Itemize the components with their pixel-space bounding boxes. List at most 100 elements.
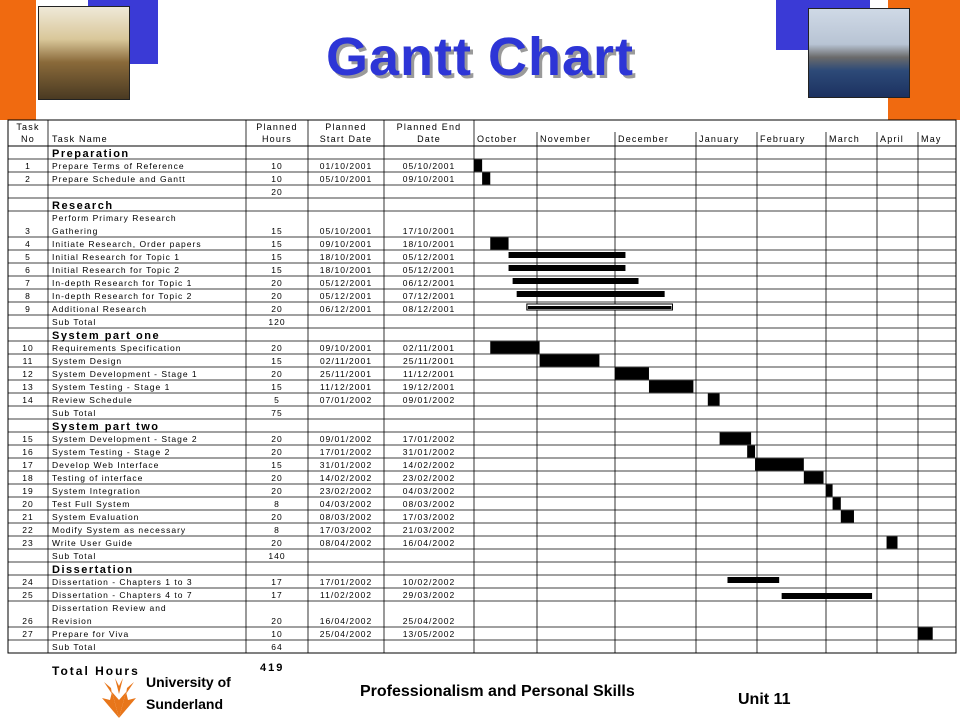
task-name: Perform Primary Research [52, 213, 177, 223]
task-hours: 20 [271, 512, 282, 522]
gantt-bar [747, 445, 756, 458]
task-no: 18 [22, 473, 33, 483]
gantt-bar [755, 458, 804, 471]
task-name: Dissertation - Chapters 4 to 7 [52, 590, 193, 600]
section-label: System part one [52, 330, 160, 342]
task-no: 24 [22, 577, 33, 587]
gantt-bar [826, 484, 833, 497]
gantt-bar [482, 172, 491, 185]
task-end: 08/12/2001 [403, 304, 456, 314]
task-no: 5 [25, 252, 31, 262]
task-hours: 15 [271, 239, 282, 249]
task-end: 11/12/2001 [403, 369, 455, 379]
task-name: System Testing - Stage 1 [52, 382, 170, 392]
header-start: Start Date [320, 134, 373, 144]
task-start: 07/01/2002 [320, 395, 373, 405]
header-end: Planned End [397, 122, 462, 132]
header-start: Planned [325, 122, 366, 132]
task-end: 09/01/2002 [403, 395, 456, 405]
task-hours: 20 [271, 343, 282, 353]
gantt-bar [516, 291, 665, 297]
task-end: 05/12/2001 [403, 265, 456, 275]
task-hours: 20 [271, 278, 282, 288]
task-start: 06/12/2001 [320, 304, 373, 314]
task-name: System Development - Stage 1 [52, 369, 198, 379]
university-name-line2: Sunderland [146, 696, 224, 712]
task-start: 05/10/2001 [320, 174, 373, 184]
gantt-bar [490, 341, 540, 354]
course-title: Professionalism and Personal Skills [360, 683, 635, 700]
task-hours: 10 [271, 174, 282, 184]
task-no: 25 [22, 590, 33, 600]
subtotal-hours: 64 [271, 642, 282, 652]
subtotal-hours: 75 [271, 408, 282, 418]
total-hours-value: 419 [260, 662, 285, 674]
task-hours: 8 [274, 499, 280, 509]
gantt-bar [648, 380, 694, 393]
task-name: Review Schedule [52, 395, 133, 405]
task-start: 09/01/2002 [320, 434, 373, 444]
gantt-bar [539, 354, 600, 367]
task-hours: 15 [271, 226, 282, 236]
task-hours: 20 [271, 616, 282, 626]
task-start: 17/01/2002 [320, 577, 373, 587]
task-hours: 20 [271, 538, 282, 548]
task-name: Dissertation Review and [52, 603, 167, 613]
task-start: 04/03/2002 [320, 499, 373, 509]
task-name: Dissertation - Chapters 1 to 3 [52, 577, 193, 587]
task-hours: 15 [271, 356, 282, 366]
task-no: 3 [25, 226, 31, 236]
gantt-bar [781, 593, 873, 599]
gantt-bar [474, 159, 483, 172]
task-no: 17 [22, 460, 33, 470]
task-start: 23/02/2002 [320, 486, 373, 496]
task-name: Requirements Specification [52, 343, 181, 353]
gantt-bar [840, 510, 854, 523]
gantt-bar [512, 278, 639, 284]
university-name-line1: University of [146, 674, 231, 690]
task-name: Testing of interface [52, 473, 143, 483]
task-no: 8 [25, 291, 31, 301]
task-name: Test Full System [52, 499, 130, 509]
task-hours: 15 [271, 252, 282, 262]
gantt-bar [508, 265, 626, 271]
header-hours: Planned [256, 122, 297, 132]
task-name: In-depth Research for Topic 1 [52, 278, 192, 288]
task-start: 17/01/2002 [320, 447, 373, 457]
section-label: Preparation [52, 148, 130, 160]
gantt-bar [918, 627, 933, 640]
task-no: 27 [22, 629, 33, 639]
task-end: 08/03/2002 [403, 499, 456, 509]
task-no: 12 [22, 369, 33, 379]
task-end: 04/03/2002 [403, 486, 456, 496]
task-no: 13 [22, 382, 33, 392]
task-end: 19/12/2001 [403, 382, 456, 392]
task-no: 21 [22, 512, 33, 522]
gantt-bar [886, 536, 898, 549]
task-end: 31/01/2002 [403, 447, 456, 457]
photo-harbour-image [808, 8, 910, 98]
task-no: 20 [22, 499, 33, 509]
task-hours: 5 [274, 395, 280, 405]
task-no: 22 [22, 525, 33, 535]
task-hours: 15 [271, 460, 282, 470]
task-name: Develop Web Interface [52, 460, 159, 470]
task-end: 13/05/2002 [403, 629, 456, 639]
task-name: System Integration [52, 486, 141, 496]
task-end: 14/02/2002 [403, 460, 456, 470]
task-end: 16/04/2002 [403, 538, 456, 548]
task-start: 09/10/2001 [320, 239, 373, 249]
task-end: 17/03/2002 [403, 512, 456, 522]
task-no: 23 [22, 538, 33, 548]
month-label: October [477, 134, 517, 144]
subtotal-label: Sub Total [52, 317, 96, 327]
task-hours: 8 [274, 525, 280, 535]
gantt-bar [508, 252, 626, 258]
task-name: System Design [52, 356, 122, 366]
task-start: 05/10/2001 [320, 226, 373, 236]
task-start: 25/11/2001 [320, 369, 372, 379]
gantt-bar [527, 306, 672, 309]
month-label: November [540, 134, 591, 144]
gantt-bar [803, 471, 824, 484]
